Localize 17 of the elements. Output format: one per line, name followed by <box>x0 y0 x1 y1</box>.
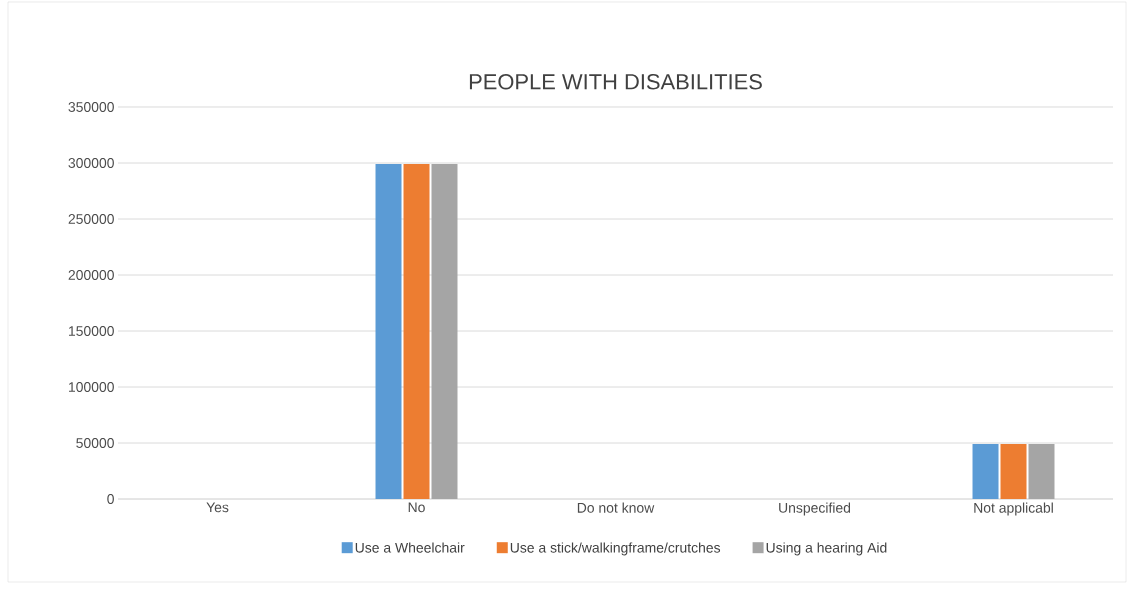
y-tick-label: 350000 <box>68 102 114 112</box>
chart-title: PEOPLE WITH DISABILITIES <box>469 73 762 90</box>
x-tick-label: Yes <box>206 502 229 513</box>
legend-label: Using a hearing Aid <box>766 542 887 556</box>
y-tick-label: 300000 <box>68 158 114 168</box>
y-tick-label: 200000 <box>68 270 114 280</box>
y-tick-label: 100000 <box>69 382 114 392</box>
x-tick-label: Unspecified <box>779 502 851 516</box>
legend-label: Use a Wheelchair <box>355 542 465 553</box>
y-tick-label: 150000 <box>69 326 114 336</box>
x-tick-label: Do not know <box>577 502 655 513</box>
x-tick-label: No <box>408 502 425 513</box>
y-tick-label: 250000 <box>68 214 114 224</box>
legend-label: Use a stick/walkingframe/crutches <box>510 542 721 556</box>
y-tick-label: 50000 <box>76 438 114 448</box>
y-tick-label: 0 <box>107 494 114 504</box>
x-tick-label: Not applicabl <box>974 502 1053 516</box>
